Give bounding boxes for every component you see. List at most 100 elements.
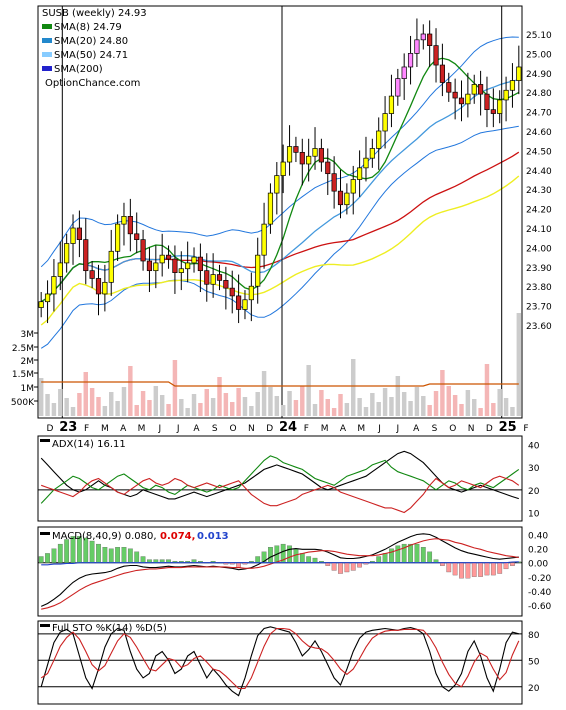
stochastic-tick-label: 50 (528, 657, 540, 667)
sto-series-0 (40, 626, 519, 697)
volume-bar (344, 403, 350, 416)
candle-body (395, 78, 401, 97)
volume-bar (319, 390, 324, 416)
macd-histogram-bar (299, 553, 305, 563)
volume-bar (408, 401, 413, 416)
candle-body (51, 276, 57, 295)
volume-bar (382, 388, 388, 416)
x-axis-labels: D 23 F M A M J J A S O N D 24 F M A M J J A S O N D 25 F (47, 420, 529, 435)
sma8-line (40, 57, 520, 303)
x-tick-label-12: D (266, 424, 273, 434)
candle-body (121, 216, 127, 225)
macd-histogram-bar (255, 556, 261, 563)
candle-body (306, 155, 312, 165)
price-tick-label: 25.00 (526, 50, 552, 60)
stochastic-tick-label: 20 (528, 684, 540, 694)
volume-bar (38, 378, 44, 416)
adx-tick-label: 20 (528, 487, 540, 497)
candle-body (38, 301, 44, 308)
candle-body (478, 84, 484, 95)
price-tick-label: 24.00 (526, 244, 552, 254)
volume-bar (503, 398, 509, 416)
sto-title: Full STO %K(14) %D(5) (52, 623, 167, 634)
candle-body (497, 99, 503, 114)
volume-bar (159, 395, 165, 416)
x-tick-label-20: A (413, 424, 420, 434)
sto-series-1 (40, 627, 520, 690)
adx-tick-label: 40 (528, 442, 540, 452)
adx-panel: 40 30 20 10 ADX(14) 16.11 (38, 439, 540, 519)
candle-body (325, 161, 331, 175)
candle-body (108, 250, 114, 283)
volume-bar (459, 404, 464, 416)
volume-bar (64, 398, 69, 416)
volume-bar (230, 402, 235, 416)
x-tick-label-18: J (377, 424, 381, 434)
volume-bar (77, 393, 82, 416)
candle-body (490, 109, 496, 114)
volume-bar (134, 405, 139, 416)
x-tick-label-14: F (304, 424, 309, 434)
macd-histogram-bar (389, 548, 394, 563)
volume-bar (89, 388, 95, 416)
volume-bar (421, 396, 426, 416)
x-tick-label-9: S (212, 424, 218, 434)
x-tick-label-3: M (101, 424, 109, 434)
candle-body (363, 157, 369, 169)
price-legend: SUSB (weekly) 24.93 SMA(8) 24.79 SMA(20) 2… (42, 8, 147, 89)
price-tick-label: 23.60 (526, 322, 552, 332)
legend-label-0: SUSB (weekly) 24.93 (42, 8, 147, 19)
candle-body (127, 216, 133, 235)
volume-bar (401, 392, 407, 416)
x-tick-label-17: M (357, 424, 365, 434)
macd-histogram-bar (376, 556, 382, 563)
macd-histogram-bar (45, 553, 50, 563)
candle-body (165, 254, 172, 260)
volume-bar (484, 364, 490, 416)
macd-legend-swatch (40, 532, 50, 535)
candle-body (178, 268, 184, 273)
volume-bar (121, 387, 127, 416)
volume-bar (363, 407, 369, 416)
candle-body (414, 39, 420, 54)
volume-tick-label: 2M (21, 357, 35, 367)
macd-tick-label: 0.40 (528, 532, 548, 542)
candle-body (280, 161, 286, 176)
candle-body (458, 97, 465, 105)
price-tick-label: 25.10 (526, 31, 552, 41)
x-tick-label-13: 24 (279, 420, 297, 435)
candle-body (299, 151, 305, 165)
macd-histogram-bar (427, 551, 433, 563)
macd-histogram-bar (510, 562, 515, 566)
volume-bar (242, 397, 248, 416)
candle-body (57, 262, 63, 277)
adx-tick-label: 10 (528, 509, 540, 519)
candle-body (407, 53, 414, 68)
candle-body (484, 93, 490, 111)
macd-histogram-bar (115, 547, 120, 563)
adx-legend-swatch (40, 439, 50, 442)
macd-histogram-bar (64, 539, 70, 563)
sma50-yellow-band (40, 175, 520, 326)
price-tick-label: 23.70 (526, 303, 552, 313)
candle-body (172, 258, 178, 273)
volume-bar (376, 402, 381, 416)
macd-histogram-bar (134, 551, 140, 563)
candle-body (516, 66, 522, 81)
volume-bar (325, 399, 330, 416)
stochastic-tick-label: 80 (528, 631, 540, 641)
price-panel-frame (37, 5, 523, 419)
legend-label-1: SMA(8) 24.79 (54, 22, 122, 33)
volume-bar (210, 398, 216, 416)
macd-histogram-bar (57, 543, 63, 563)
candle-body (197, 256, 203, 272)
volume-bar (153, 386, 159, 416)
candle-body (465, 93, 471, 105)
sto-legend-swatch (40, 624, 50, 627)
x-tick-label-26: F (523, 424, 528, 434)
x-tick-label-10: O (230, 424, 237, 434)
candle-body (83, 239, 89, 272)
macd-tick-label: -0.40 (528, 588, 552, 598)
candle-body (140, 239, 146, 262)
stochastic-panel: 80 50 20 Full STO %K(14) %D(5) (38, 623, 540, 697)
